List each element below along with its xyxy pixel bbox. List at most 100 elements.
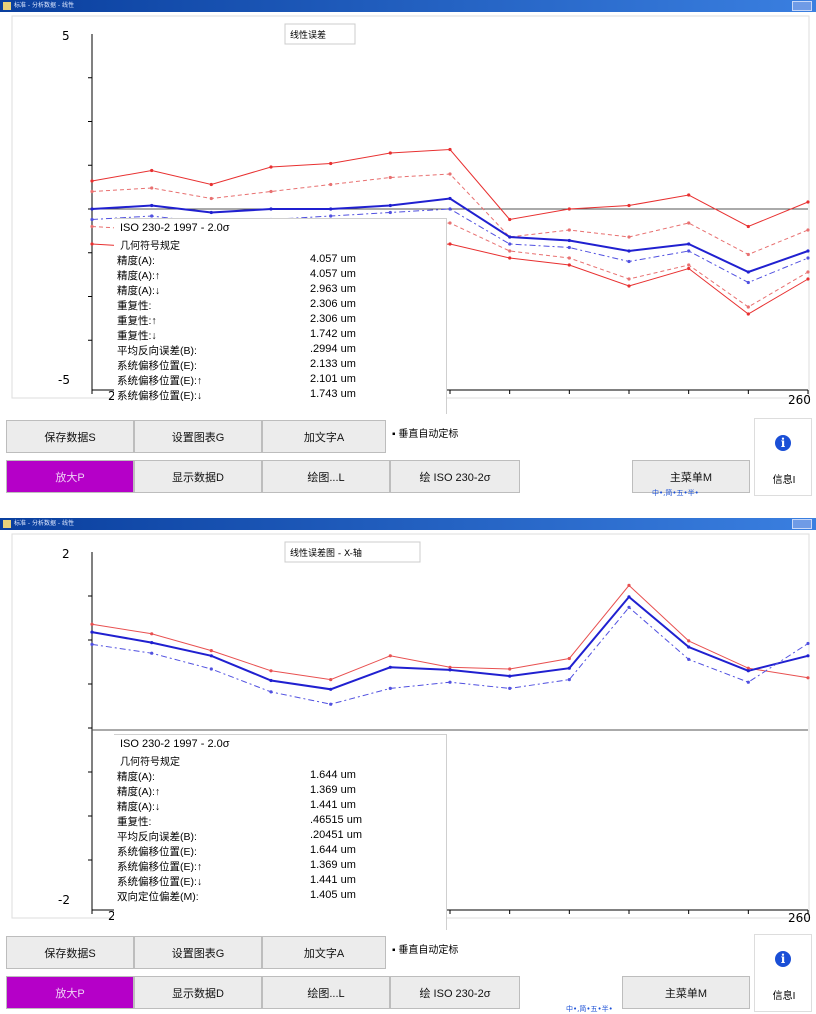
data-point [448,172,452,176]
stats-row-value: .46515 um [310,814,362,826]
stats-row: 精度(A):↑ 4.057 um [114,268,414,282]
button-bar: 保存数据S 设置图表G 加文字A ▪ 垂直自动定标 放大P 显示数据D 绘图..… [0,930,816,1014]
data-point [806,641,810,646]
data-point [90,224,94,229]
stats-subheader: 几何符号规定 [120,757,180,768]
auto-scale-checkbox[interactable]: ▪ 垂直自动定标 [392,945,459,956]
data-point [448,680,452,684]
data-point [687,639,691,643]
data-point [90,630,94,634]
close-button[interactable] [792,1,812,11]
ime-toolbar[interactable]: 中•,简•五•半• [652,489,699,497]
data-point [806,228,810,232]
setup-chart-button[interactable]: 设置图表G [134,420,262,453]
data-point [746,312,750,316]
data-point [90,217,94,222]
chart-label: 线性误差 [290,29,326,41]
data-point [329,702,333,706]
data-point [687,221,691,225]
data-point [150,214,154,218]
stats-row-label: 系统偏移位置(E): [117,360,197,372]
data-point [508,242,512,246]
info-button[interactable]: i 信息I [754,418,812,496]
save-data-button[interactable]: 保存数据S [6,420,134,453]
data-point [567,256,571,260]
stats-row-value: .2994 um [310,343,356,355]
chart-label-box [284,23,356,45]
stats-row-label: 重复性:↑ [117,315,157,327]
show-data-button[interactable]: 显示数据D [134,976,262,1009]
stats-row-label: 精度(A): [117,771,155,783]
ime-toolbar[interactable]: 中•,简•五•半• [566,1005,613,1013]
add-text-button[interactable]: 加文字A [262,936,386,969]
save-data-button[interactable]: 保存数据S [6,936,134,969]
data-point [567,656,571,661]
stats-row-value: .20451 um [310,829,362,841]
data-point [448,196,452,201]
data-point [687,657,691,661]
data-point [150,651,154,655]
stats-row: 系统偏移位置(E):↑ 2.101 um [114,373,414,387]
stats-row-label: 精度(A):↓ [117,285,161,297]
analysis-window-1: 标准 - 分析数据 - 线性 线性误差 5 -5 20 260 ISO 230-… [0,0,816,500]
stats-row-value: 1.644 um [310,769,356,781]
data-point [806,270,810,274]
stats-row: 重复性: 2.306 um [114,298,414,312]
zoom-button[interactable]: 放大P [6,976,134,1009]
stats-row-value: 2.963 um [310,283,356,295]
data-point [269,669,273,673]
stats-header: ISO 230-2 1997 - 2.0σ [120,738,230,750]
data-point [627,259,631,264]
zoom-button[interactable]: 放大P [6,460,134,493]
data-point [90,622,94,626]
stats-header: ISO 230-2 1997 - 2.0σ [120,222,230,234]
button-bar: 保存数据S 设置图表G 加文字A ▪ 垂直自动定标 放大P 显示数据D 绘图..… [0,414,816,500]
data-point [627,595,631,599]
stats-row: 系统偏移位置(E):↓ 1.743 um [114,388,414,402]
x-right-label: 260 [788,911,811,924]
data-point [806,256,810,260]
stats-row: 重复性: .46515 um [114,814,414,828]
stats-row-label: 精度(A): [117,255,155,267]
show-data-button[interactable]: 显示数据D [134,460,262,493]
y-top-label: 5 [62,29,70,43]
data-point [746,680,750,684]
data-point [90,242,94,246]
stats-row: 系统偏移位置(E): 2.133 um [114,358,414,372]
plot-button[interactable]: 绘图...L [262,976,390,1009]
stats-row: 重复性:↑ 2.306 um [114,313,414,327]
close-button[interactable] [792,519,812,529]
data-point [806,249,810,253]
add-text-button[interactable]: 加文字A [262,420,386,453]
info-icon: i [775,951,791,967]
data-point [508,235,512,239]
data-point [627,235,631,239]
data-point [508,674,512,678]
window-title: 标准 - 分析数据 - 线性 [14,520,74,527]
data-point [567,228,571,232]
auto-scale-checkbox[interactable]: ▪ 垂直自动定标 [392,429,459,440]
setup-chart-button[interactable]: 设置图表G [134,936,262,969]
data-point [567,207,571,211]
data-point [448,147,452,152]
data-point [150,186,154,190]
plot-button[interactable]: 绘图...L [262,460,390,493]
data-point [329,207,333,211]
analysis-window-2: 标准 - 分析数据 - 线性 线性误差图 - X-轴 2 -2 20 260 I… [0,518,816,1014]
main-menu-button[interactable]: 主菜单M [622,976,750,1009]
main-menu-button[interactable]: 主菜单M [632,460,750,493]
x-right-label: 260 [788,393,811,404]
info-button[interactable]: i 信息I [754,934,812,1012]
stats-row-value: 1.441 um [310,799,356,811]
data-point [90,642,94,646]
plot-iso-button[interactable]: 绘 ISO 230-2σ [390,976,520,1009]
stats-row: 精度(A):↓ 2.963 um [114,283,414,297]
data-point [627,284,631,288]
stats-row-label: 精度(A):↓ [117,801,161,813]
title-bar: 标准 - 分析数据 - 线性 [0,518,816,530]
stats-row-label: 系统偏移位置(E):↓ [117,390,203,402]
data-point [746,252,750,257]
data-point [150,168,154,173]
data-point [567,666,571,670]
plot-iso-button[interactable]: 绘 ISO 230-2σ [390,460,520,493]
